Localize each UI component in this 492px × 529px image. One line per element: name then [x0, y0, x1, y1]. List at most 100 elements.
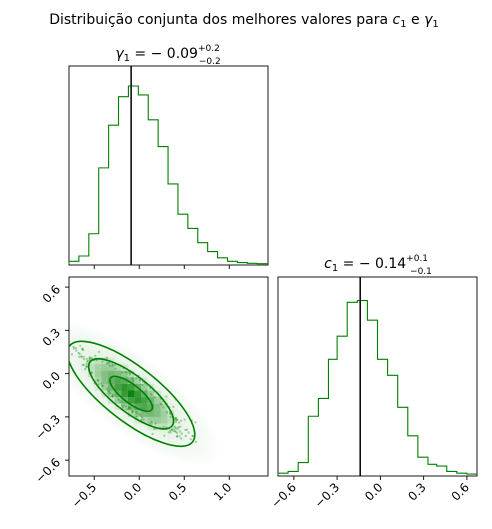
- joint-scatter-point: [79, 344, 82, 347]
- joint-scatter-point: [131, 410, 134, 413]
- joint-scatter-point: [170, 428, 173, 431]
- joint-scatter-point: [84, 368, 87, 371]
- joint-scatter-point: [82, 355, 85, 358]
- joint-scatter-point: [86, 360, 89, 363]
- gamma1-title-plus-error: +0.2: [198, 44, 220, 54]
- joint-density-square: [160, 403, 168, 411]
- joint-scatter-point: [170, 428, 174, 431]
- joint-scatter-point: [101, 385, 104, 388]
- joint-scatter-point: [80, 347, 83, 351]
- joint-density-square: [141, 383, 148, 391]
- joint-scatter-point: [88, 357, 91, 360]
- gamma1-title-minus-error: −0.2: [199, 57, 221, 67]
- joint-density-square: [114, 364, 122, 371]
- c1-histogram-outline: [277, 300, 477, 475]
- joint-scatter-point: [150, 420, 153, 423]
- joint-scatter-point: [128, 406, 131, 409]
- joint-density-square: [121, 403, 128, 411]
- joint-scatter-point: [85, 362, 88, 365]
- joint-scatter-point: [111, 395, 114, 398]
- c1-xtick-label-2: 0.0: [362, 480, 385, 503]
- joint-scatter-point: [174, 426, 178, 429]
- joint-scatter-point: [100, 382, 103, 385]
- joint-density-square: [101, 383, 108, 391]
- c1-xtick-label-4: 0.6: [449, 480, 472, 503]
- joint-scatter-point: [194, 421, 197, 424]
- joint-scatter-point: [151, 432, 154, 436]
- joint-scatter-point: [174, 421, 178, 424]
- joint-scatter-point: [108, 362, 111, 365]
- joint-scatter-point: [131, 410, 134, 413]
- c1-title-symbol: c: [324, 256, 332, 272]
- joint-scatter-point: [175, 418, 178, 422]
- joint-scatter-point: [136, 412, 139, 415]
- gamma1-title-value: = − 0.09: [130, 46, 198, 62]
- joint-contours: [69, 340, 196, 448]
- joint-scatter-point: [82, 363, 85, 366]
- joint-scatter-point: [173, 417, 176, 420]
- joint-ytick-label-1: −0.3: [33, 412, 64, 443]
- gamma1-xticks: [93, 265, 230, 269]
- figure-title-c-symbol: c: [393, 12, 401, 28]
- joint-density-square: [94, 377, 102, 384]
- joint-scatter-point: [172, 405, 175, 408]
- joint-scatter-point: [78, 355, 81, 358]
- c1-title-minus-error: −0.1: [410, 267, 432, 277]
- joint-density-square: [121, 370, 128, 378]
- joint-scatter-point: [178, 430, 181, 433]
- joint-scatter-point: [80, 355, 83, 358]
- joint-scatter-point: [127, 407, 130, 410]
- joint-scatter-point: [125, 405, 128, 408]
- joint-density-square: [88, 370, 95, 378]
- joint-scatter-point: [128, 371, 131, 374]
- joint-ytick-label-2: 0.0: [40, 369, 63, 392]
- gamma1-axes-frame: [68, 65, 269, 266]
- joint-scatter-point: [178, 425, 182, 428]
- joint-scatter-panel: −0.5 0.0 0.5 1.0 −0.6 −0.3 0.0 0.3 0.6: [33, 276, 269, 511]
- figure-title-lead: Distribuição conjunta dos melhores valor…: [49, 12, 392, 28]
- joint-scatter-point: [153, 427, 156, 431]
- joint-scatter-point: [124, 370, 127, 374]
- joint-scatter-point: [121, 371, 124, 374]
- joint-scatter-point: [101, 360, 104, 363]
- joint-scatter-point: [128, 373, 131, 376]
- joint-scatter-point: [106, 387, 109, 390]
- gamma1-panel-title: γ1 = − 0.09+0.2 −0.2: [115, 44, 220, 67]
- joint-scatter-point: [101, 384, 104, 387]
- joint-scatter-point: [81, 347, 85, 350]
- joint-scatter-point: [97, 383, 100, 386]
- joint-density-square: [147, 397, 155, 404]
- joint-density-square: [167, 410, 174, 417]
- joint-scatter-point: [185, 428, 189, 431]
- joint-scatter-point: [119, 400, 122, 403]
- c1-axes-frame: [277, 276, 478, 477]
- joint-density-square: [154, 423, 161, 431]
- joint-scatter-point: [135, 415, 138, 418]
- joint-scatter-point: [86, 359, 89, 362]
- joint-density-square: [114, 370, 122, 378]
- joint-density-square: [154, 410, 161, 417]
- joint-scatter-point: [150, 393, 153, 396]
- joint-density-square: [127, 377, 135, 384]
- joint-scatter-point: [154, 422, 157, 425]
- joint-scatter-point: [109, 364, 112, 367]
- joint-density-square: [154, 403, 161, 411]
- joint-scatter-point: [142, 418, 145, 421]
- joint-density-square: [94, 357, 102, 365]
- c1-histogram-panel: c1 = − 0.14+0.1 −0.1 −0.6 −0.3 0.0 0.3 0.6: [268, 254, 478, 511]
- joint-density-square: [127, 410, 135, 417]
- joint-density-square: [121, 383, 128, 391]
- joint-scatter-point: [65, 341, 67, 343]
- joint-scatter-point: [96, 379, 100, 382]
- joint-scatter-point: [173, 427, 176, 430]
- joint-scatter-point: [120, 404, 123, 407]
- joint-density-square: [108, 370, 115, 378]
- joint-density-square: [108, 364, 115, 371]
- joint-density-square: [114, 397, 122, 404]
- c1-xtick-label-0: −0.6: [268, 480, 299, 511]
- figure-title-gamma-symbol: γ: [424, 12, 433, 28]
- joint-scatter-point: [148, 387, 151, 390]
- joint-xtick-label-1: 0.0: [121, 480, 144, 503]
- joint-density-square: [167, 416, 174, 424]
- figure-title: Distribuição conjunta dos melhores valor…: [49, 12, 439, 30]
